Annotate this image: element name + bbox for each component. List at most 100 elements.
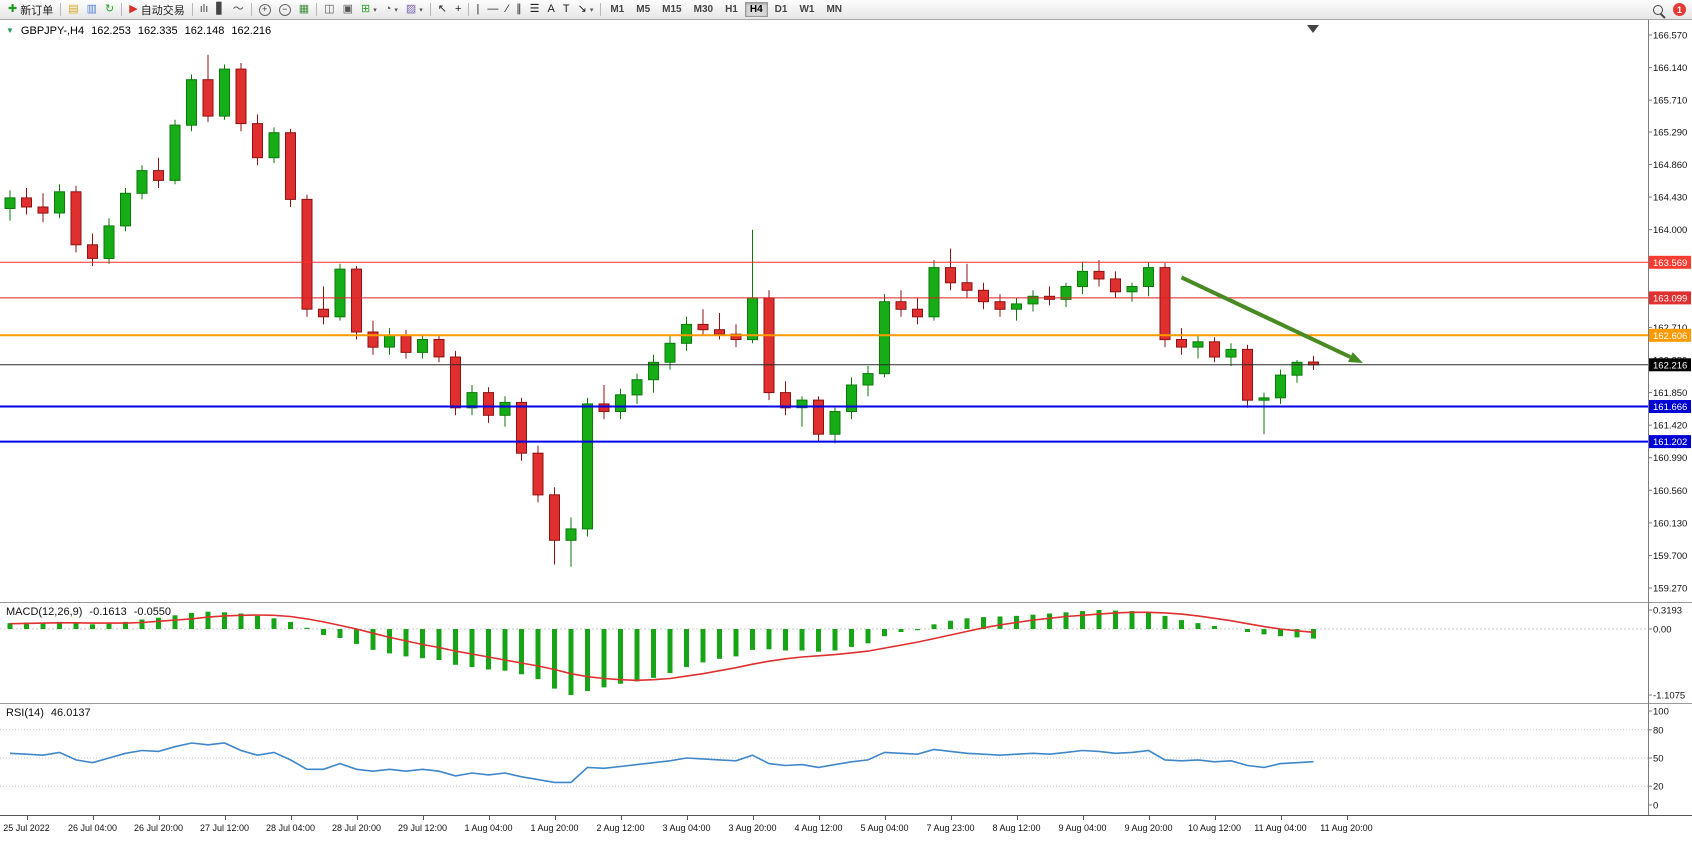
timeframe-m1-button[interactable]: M1 [605,2,629,17]
time-axis-label: 25 Jul 2022 [3,823,50,833]
timeframe-m30-button[interactable]: M30 [689,2,718,17]
candle [1225,343,1237,366]
timeframe-mn-button[interactable]: MN [821,2,847,17]
time-axis-label: 9 Aug 04:00 [1058,823,1107,833]
price-axis-label: 160.990 [1653,453,1687,464]
trendline-button[interactable]: ∕ [502,1,512,18]
candle [648,354,659,393]
arrows-button[interactable]: ↘ ▾ [574,1,598,18]
time-axis-tick [422,816,424,820]
trend-arrow[interactable] [1180,275,1352,359]
candle [846,377,857,420]
timeframe-h4-button[interactable]: H4 [744,2,768,17]
text-button[interactable]: A [544,1,559,18]
candle [862,366,874,397]
market-watch-button[interactable]: ▤ [64,1,82,18]
time-axis-tick [752,816,754,820]
candle [384,328,395,355]
notification-badge[interactable]: 1 [1673,3,1686,16]
dropdown-caret-icon: ▾ [373,6,377,14]
time-axis-label: 11 Aug 04:00 [1254,823,1307,833]
vertical-line-button[interactable]: | [472,1,483,18]
candle [1110,271,1121,298]
timeframe-m5-button[interactable]: M5 [631,2,655,17]
time-axis-tick [1346,816,1348,820]
tile-windows-button[interactable]: ▦ [295,1,313,18]
navigator-button[interactable]: ↻ [101,1,118,18]
bar-chart-button[interactable]: ılı [196,1,213,18]
candle [450,350,461,416]
time-axis-tick [356,816,358,820]
timeframe-h1-button[interactable]: H1 [720,2,743,17]
candle [1027,290,1039,312]
zoom-in-button[interactable]: + [255,1,275,18]
macd-axis-label: -1.1075 [1653,691,1685,702]
candlestick-chart-button[interactable]: ▋ [212,1,228,18]
toolbar-separator [429,3,431,16]
candle [1143,262,1154,297]
candle [334,263,346,321]
rsi-canvas[interactable]: 100 80 50 20 0 [0,703,1692,815]
equidistant-channel-button[interactable]: ∥ [512,1,526,18]
time-axis[interactable]: 25 Jul 2022 26 Jul 04:00 26 Jul 20:00 27 Ju… [0,815,1692,841]
fibonacci-icon: ☰ [529,3,540,15]
toolbar-separator [121,3,123,16]
candle [928,260,940,321]
toolbar-separator [316,3,318,16]
text-icon: A [547,3,555,15]
candle [499,396,511,427]
candle [400,329,412,359]
search-button[interactable] [1649,1,1667,18]
main-chart-canvas[interactable]: 166.570 166.140 165.710 165.290 164.860 164.4… [0,20,1692,602]
candle [763,290,775,401]
timeframe-w1-button[interactable]: W1 [794,2,819,17]
time-axis-label: 8 Aug 12:00 [992,823,1041,833]
add-indicator-button[interactable]: ⊞ ▾ [357,1,381,18]
autotrading-icon: ▶ [129,3,138,15]
horizontal-line-button[interactable]: — [483,1,502,18]
arrange-charts-button[interactable]: ◫ [320,1,338,18]
autotrading-button[interactable]: ▶ 自动交易 [125,1,188,18]
candle [516,397,527,461]
horizontal-line-icon: — [487,3,499,15]
candle [120,188,131,232]
cascade-charts-button[interactable]: ▣ [339,1,357,18]
vertical-line-icon: | [476,3,480,15]
price-axis-label: 160.130 [1653,518,1687,529]
dropdown-caret-icon: ▾ [394,6,398,14]
cursor-icon: ↖ [437,3,448,15]
cursor-button[interactable]: ↖ [434,1,451,18]
candle [54,184,65,219]
price-axis-label: 160.560 [1653,486,1687,497]
crosshair-icon: + [455,3,462,15]
toolbar-separator [468,3,470,16]
macd-canvas[interactable]: 0.3193 0.00 -1.1075 [0,602,1692,703]
time-axis-tick [1016,816,1018,820]
add-indicator-icon: ⊞ [360,3,371,15]
price-badge: 163.569 [1649,255,1691,269]
zoom-out-button[interactable]: − [275,1,295,18]
price-axis-label: 166.140 [1653,63,1687,74]
chart-shift-marker-icon[interactable] [1307,25,1319,33]
candle [895,290,907,317]
timeframe-d1-button[interactable]: D1 [770,2,793,17]
candle [301,194,313,317]
candle [598,385,610,420]
timeframe-m15-button[interactable]: M15 [657,2,686,17]
line-chart-button[interactable]: 〜 [229,1,248,18]
text-label-button[interactable]: T [559,1,574,18]
candle [796,396,808,427]
templates-button[interactable]: ▨ ▾ [402,1,427,18]
periods-button[interactable]: ◔ ▾ [381,1,402,18]
data-window-button[interactable]: ▥ [83,1,101,18]
candle [1176,328,1187,355]
candle [912,297,923,325]
new-order-button[interactable]: ✚ 新订单 [4,1,57,18]
candle [549,487,560,565]
candle [1044,286,1055,306]
crosshair-button[interactable]: + [451,1,465,18]
rsi-axis-label: 50 [1653,754,1664,765]
fibonacci-button[interactable]: ☰ [526,1,544,18]
candle [4,190,16,221]
svg-text:161.202: 161.202 [1653,437,1687,448]
